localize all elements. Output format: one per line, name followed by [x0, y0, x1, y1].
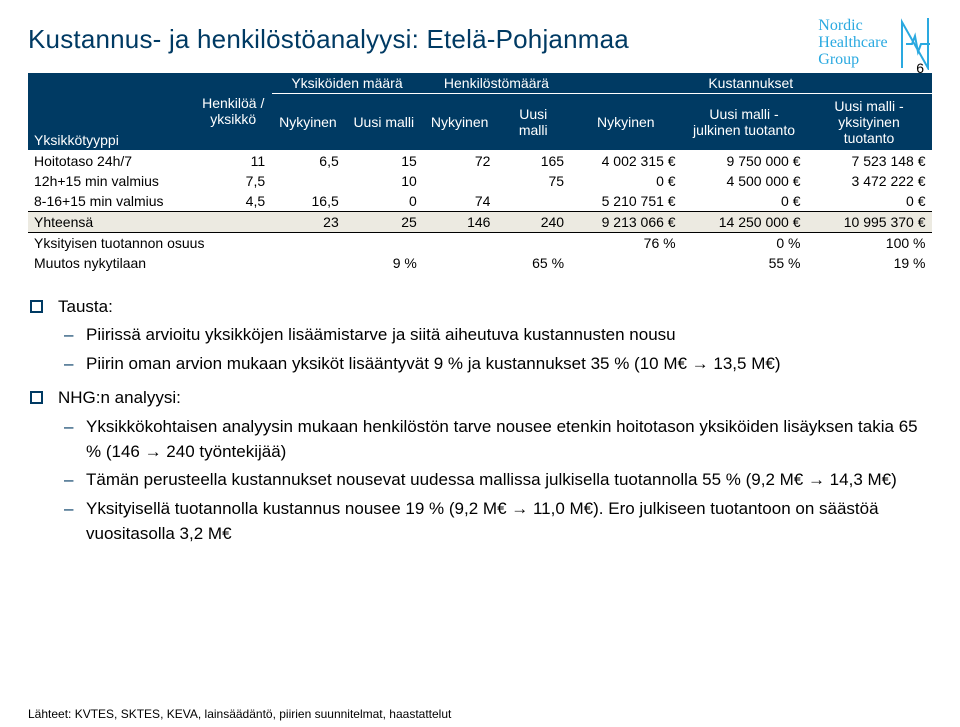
cell: 0 % — [682, 232, 807, 253]
cell — [271, 253, 345, 273]
cell — [496, 232, 570, 253]
cell-label: 12h+15 min valmius — [28, 171, 195, 191]
cell: 4 002 315 € — [570, 150, 682, 171]
cell: 76 % — [570, 232, 682, 253]
list-item: Piirin oman arvion mukaan yksiköt lisään… — [58, 352, 932, 377]
cell: 7 523 148 € — [807, 150, 932, 171]
table-row: Hoitotaso 24h/7 11 6,5 15 72 165 4 002 3… — [28, 150, 932, 171]
list-item: Tämän perusteella kustannukset nousevat … — [58, 468, 932, 493]
th-nykyinen1: Nykyinen — [271, 94, 345, 151]
table-metric-row: Yksityisen tuotannon osuus 76 % 0 % 100 … — [28, 232, 932, 253]
cell: 19 % — [807, 253, 932, 273]
cell: 10 995 370 € — [807, 211, 932, 232]
cell: 240 — [496, 211, 570, 232]
cell: 4,5 — [195, 191, 271, 212]
table-metric-row: Muutos nykytilaan 9 % 65 % 55 % 19 % — [28, 253, 932, 273]
cell-label: Yhteensä — [28, 211, 195, 232]
cell: 55 % — [682, 253, 807, 273]
cell: 23 — [271, 211, 345, 232]
th-k-nykyinen: Nykyinen — [570, 94, 682, 151]
cell-label: 8-16+15 min valmius — [28, 191, 195, 212]
table-totals-row: Yhteensä 23 25 146 240 9 213 066 € 14 25… — [28, 211, 932, 232]
cell: 10 — [345, 171, 423, 191]
cell — [195, 211, 271, 232]
th-yksikkotyyppi: Yksikkötyyppi — [28, 73, 195, 150]
cell: 16,5 — [271, 191, 345, 212]
cell-label: Yksityisen tuotannon osuus — [28, 232, 271, 253]
cell: 146 — [423, 211, 497, 232]
cell: 6,5 — [271, 150, 345, 171]
cell: 74 — [423, 191, 497, 212]
cell: 5 210 751 € — [570, 191, 682, 212]
cell-label: Hoitotaso 24h/7 — [28, 150, 195, 171]
page-number: 6 — [916, 60, 924, 76]
list-item: Yksityisellä tuotannolla kustannus nouse… — [58, 497, 932, 546]
logo-mark-icon — [898, 18, 932, 70]
cell — [570, 253, 682, 273]
cell: 0 € — [807, 191, 932, 212]
cell: 9 213 066 € — [570, 211, 682, 232]
cell: 7,5 — [195, 171, 271, 191]
cell: 165 — [496, 150, 570, 171]
cell — [345, 232, 423, 253]
th-uusi1: Uusi malli — [345, 94, 423, 151]
cell: 0 € — [570, 171, 682, 191]
th-yksikoiden: Yksiköiden määrä — [271, 73, 423, 94]
content-body: Tausta: Piirissä arvioitu yksikköjen lis… — [28, 295, 932, 547]
cell-label: Muutos nykytilaan — [28, 253, 271, 273]
cell: 0 — [345, 191, 423, 212]
cell — [271, 171, 345, 191]
th-k-julkinen: Uusi malli - julkinen tuotanto — [682, 94, 807, 151]
logo: Nordic Healthcare Group — [782, 18, 932, 78]
table-row: 8-16+15 min valmius 4,5 16,5 0 74 5 210 … — [28, 191, 932, 212]
th-uusi2: Uusi malli — [496, 94, 570, 151]
th-k-yksityinen: Uusi malli - yksityinen tuotanto — [807, 94, 932, 151]
tausta-heading: Tausta: — [58, 297, 113, 316]
th-nykyinen2: Nykyinen — [423, 94, 497, 151]
cell: 65 % — [496, 253, 570, 273]
cell — [496, 191, 570, 212]
analysis-table: Yksikkötyyppi Henkilöä / yksikkö Yksiköi… — [28, 73, 932, 273]
th-henkiloa: Henkilöä / yksikkö — [195, 73, 271, 150]
cell: 14 250 000 € — [682, 211, 807, 232]
footer-sources: Lähteet: KVTES, SKTES, KEVA, lainsäädänt… — [28, 707, 451, 721]
cell: 9 750 000 € — [682, 150, 807, 171]
logo-line1: Nordic — [818, 17, 862, 34]
table-row: 12h+15 min valmius 7,5 10 75 0 € 4 500 0… — [28, 171, 932, 191]
cell — [423, 232, 497, 253]
list-item: Piirissä arvioitu yksikköjen lisäämistar… — [58, 323, 932, 348]
cell: 4 500 000 € — [682, 171, 807, 191]
nhg-heading: NHG:n analyysi: — [58, 388, 181, 407]
cell — [271, 232, 345, 253]
cell: 3 472 222 € — [807, 171, 932, 191]
cell: 0 € — [682, 191, 807, 212]
cell: 9 % — [345, 253, 423, 273]
cell: 25 — [345, 211, 423, 232]
cell: 11 — [195, 150, 271, 171]
logo-line3: Group — [818, 51, 859, 68]
th-henkilosto: Henkilöstömäärä — [423, 73, 570, 94]
cell: 100 % — [807, 232, 932, 253]
cell: 72 — [423, 150, 497, 171]
cell — [423, 253, 497, 273]
cell: 75 — [496, 171, 570, 191]
cell: 15 — [345, 150, 423, 171]
cell — [423, 171, 497, 191]
logo-line2: Healthcare — [818, 34, 887, 51]
list-item: Yksikkökohtaisen analyysin mukaan henkil… — [58, 415, 932, 464]
